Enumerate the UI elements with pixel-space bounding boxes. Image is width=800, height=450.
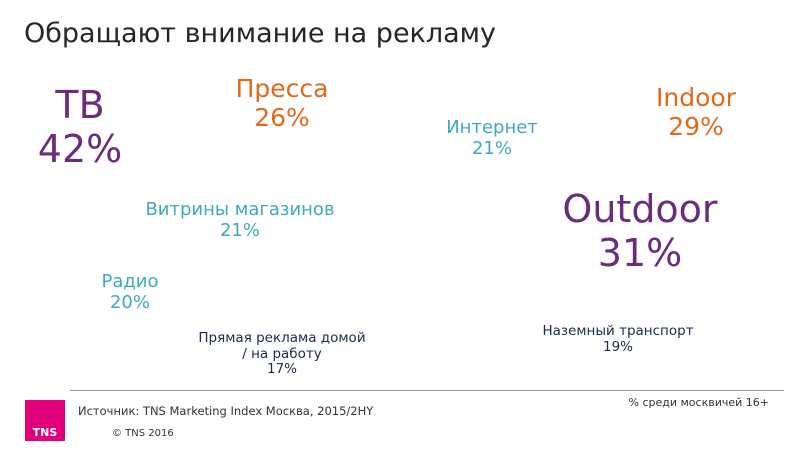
item-shop-windows: Витрины магазинов 21% [130,199,350,241]
item-direct-mail-label-line2: / на работу [242,345,322,362]
item-radio: Радио 20% [80,271,180,313]
source-note: Источник: TNS Marketing Index Москва, 20… [78,404,374,418]
page-title: Обращают внимание на рекламу [24,18,497,49]
item-tv-label: ТВ [55,83,105,127]
item-ground-transport: Наземный транспорт 19% [518,323,718,355]
item-outdoor-value: 31% [597,230,683,275]
item-internet-value: 21% [471,137,512,159]
item-ground-transport-label: Наземный транспорт [542,323,694,339]
item-press: Пресса 26% [222,74,342,133]
item-shop-windows-value: 21% [219,219,260,241]
item-tv-value: 42% [37,126,123,171]
item-radio-label: Радио [101,271,159,292]
item-ground-transport-value: 19% [602,338,633,355]
item-internet-label: Интернет [446,117,538,138]
item-internet: Интернет 21% [432,117,552,159]
item-indoor-label: Indoor [656,83,736,112]
tns-logo-text: TNS [32,426,58,439]
item-tv: ТВ 42% [20,83,140,171]
item-outdoor-label: Outdoor [562,187,718,231]
item-outdoor: Outdoor 31% [540,187,740,275]
copyright: © TNS 2016 [112,428,174,439]
item-direct-mail: Прямая реклама домой / на работу 17% [172,330,392,378]
tns-logo: TNS [25,400,65,441]
footer-divider [70,390,784,391]
item-direct-mail-value: 17% [266,361,297,378]
item-radio-value: 20% [109,291,150,313]
item-shop-windows-label: Витрины магазинов [145,199,335,220]
item-indoor-value: 29% [668,111,724,141]
item-direct-mail-label-line1: Прямая реклама домой [198,330,366,346]
item-indoor: Indoor 29% [636,83,756,142]
item-press-label: Пресса [235,74,329,103]
sample-note: % среди москвичей 16+ [628,396,769,409]
item-press-value: 26% [254,102,310,132]
